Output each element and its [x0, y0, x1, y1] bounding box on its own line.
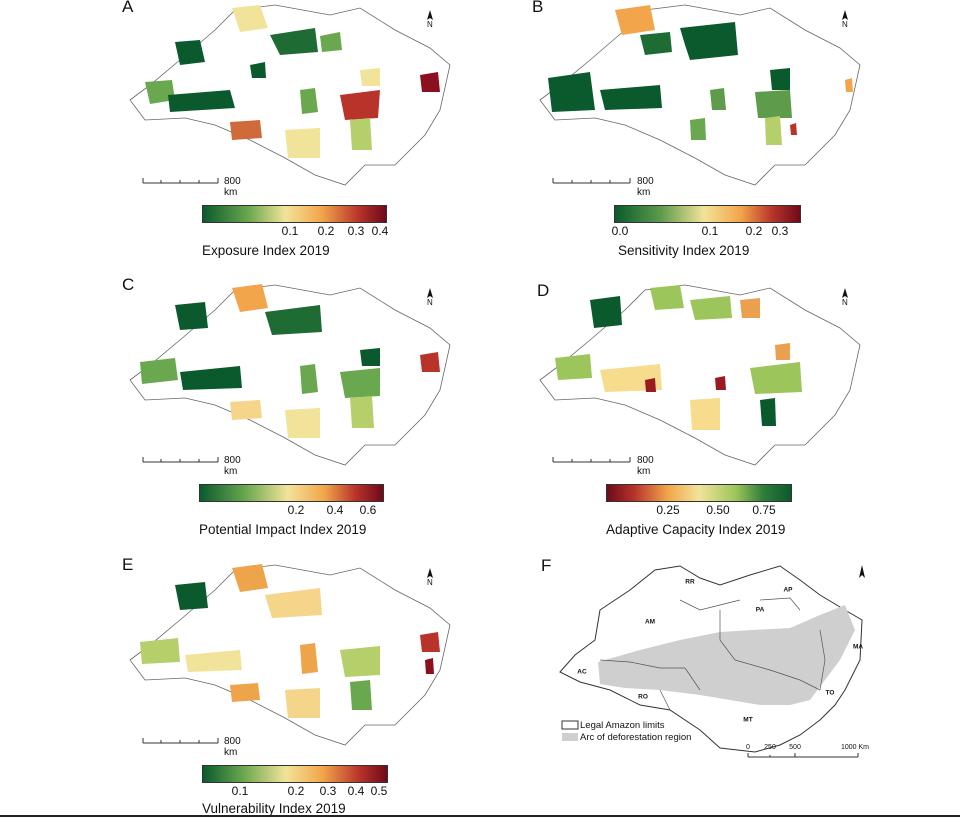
colorbar-tick: 0.3 — [319, 784, 337, 798]
regions-d — [555, 285, 802, 430]
scale-tick-f: 250 — [764, 744, 776, 751]
north-arrow-d — [842, 288, 848, 298]
state-label-ac: AC — [577, 668, 587, 676]
north-arrow-e — [427, 568, 433, 578]
north-label-c: N — [427, 298, 433, 307]
scalebar-label-c: 800 km — [224, 455, 241, 477]
colorbar-tick: 0.1 — [701, 224, 719, 238]
state-label-rr: RR — [685, 578, 695, 586]
legend-arc: Arc of deforestation region — [580, 732, 691, 743]
scalebar-d — [552, 457, 631, 463]
figure-bottom-border — [0, 815, 960, 817]
legend-swatches — [561, 720, 579, 741]
colorbar-tick: 0.50 — [706, 503, 730, 517]
north-label-a: N — [427, 20, 433, 29]
colorbar-b — [614, 205, 801, 223]
colorbar-tick: 0.1 — [281, 224, 299, 238]
north-arrow-f — [859, 565, 865, 578]
scalebar-label-a: 800 km — [224, 176, 241, 198]
legend-legal-amazon: Legal Amazon limits — [580, 720, 664, 731]
state-label-mt: MT — [743, 716, 753, 724]
regions-c — [140, 284, 440, 438]
north-label-d: N — [842, 298, 848, 307]
panel-label-d: D — [537, 281, 550, 300]
colorbar-tick: 0.4 — [326, 503, 344, 517]
colorbar-tick: 0.6 — [359, 503, 377, 517]
colorbar-tick: 0.2 — [287, 503, 305, 517]
colorbar-a — [202, 205, 387, 223]
scalebar-label-d: 800 km — [637, 455, 654, 477]
north-arrow-c — [427, 288, 433, 298]
state-label-am: AM — [644, 618, 656, 626]
state-borders — [599, 597, 826, 711]
legend-label-limits: Legal Amazon limits — [580, 720, 665, 731]
colorbar-tick: 0.75 — [752, 503, 776, 517]
state-label-ro: RO — [638, 693, 648, 701]
scalebar-c — [142, 457, 219, 463]
colorbar-c — [199, 484, 384, 502]
colorbar-e — [202, 765, 388, 783]
state-label-ma: MA — [852, 643, 864, 651]
colorbar-tick: 0.3 — [347, 224, 365, 238]
scalebar-f — [747, 753, 859, 758]
scalebar-b — [552, 178, 631, 184]
north-label-e: N — [427, 578, 433, 587]
scalebar-a — [142, 178, 219, 184]
panel-label-c: C — [122, 275, 135, 294]
colorbar-tick: 0.0 — [611, 224, 629, 238]
regions-e — [140, 564, 440, 718]
colorbar-tick: 0.5 — [370, 784, 388, 798]
scale-tick-f: 1000 Km — [840, 744, 870, 751]
panel-label-e: E — [122, 555, 134, 574]
colorbar-tick: 0.4 — [347, 784, 365, 798]
state-label-ap: AP — [783, 586, 793, 594]
regions-b — [548, 5, 853, 145]
amazon-outline-c — [129, 284, 451, 466]
north-label-b: N — [842, 20, 848, 29]
legend-label-arc: Arc of deforestation region — [580, 732, 692, 743]
colorbar-tick: 0.1 — [231, 784, 249, 798]
colorbar-title-a: Exposure Index 2019 — [202, 243, 330, 258]
colorbar-tick: 0.4 — [371, 224, 389, 238]
arc-of-deforestation — [598, 605, 855, 705]
panel-label-b: B — [532, 0, 544, 16]
colorbar-tick: 0.3 — [771, 224, 789, 238]
north-arrow-b — [842, 10, 848, 20]
colorbar-tick: 0.2 — [317, 224, 335, 238]
panel-label-f: F — [541, 556, 552, 575]
colorbar-title-d: Adaptive Capacity Index 2019 — [606, 522, 786, 537]
scale-tick-f: 500 — [789, 744, 801, 751]
colorbar-title-e: Vulnerability Index 2019 — [202, 801, 346, 816]
regions-a — [145, 5, 440, 158]
amazon-outline-e — [129, 564, 451, 746]
scalebar-label-e: 800 km — [224, 736, 241, 758]
scale-tick-f: 0 — [746, 744, 750, 751]
amazon-outline-d — [539, 284, 861, 466]
colorbar-title-b: Sensitivity Index 2019 — [618, 243, 750, 258]
amazon-outline-b — [539, 4, 861, 186]
colorbar-tick: 0.2 — [745, 224, 763, 238]
scalebar-e — [142, 738, 219, 744]
state-label-to: TO — [825, 689, 835, 697]
state-label-pa: PA — [755, 606, 765, 614]
scalebar-label-b: 800 km — [637, 176, 654, 198]
amazon-outline-a — [129, 4, 451, 186]
north-arrow-a — [427, 10, 433, 20]
colorbar-d — [606, 484, 792, 502]
colorbar-title-c: Potential Impact Index 2019 — [199, 522, 367, 537]
colorbar-tick: 0.25 — [656, 503, 680, 517]
colorbar-tick: 0.2 — [287, 784, 305, 798]
panel-label-a: A — [122, 0, 134, 16]
